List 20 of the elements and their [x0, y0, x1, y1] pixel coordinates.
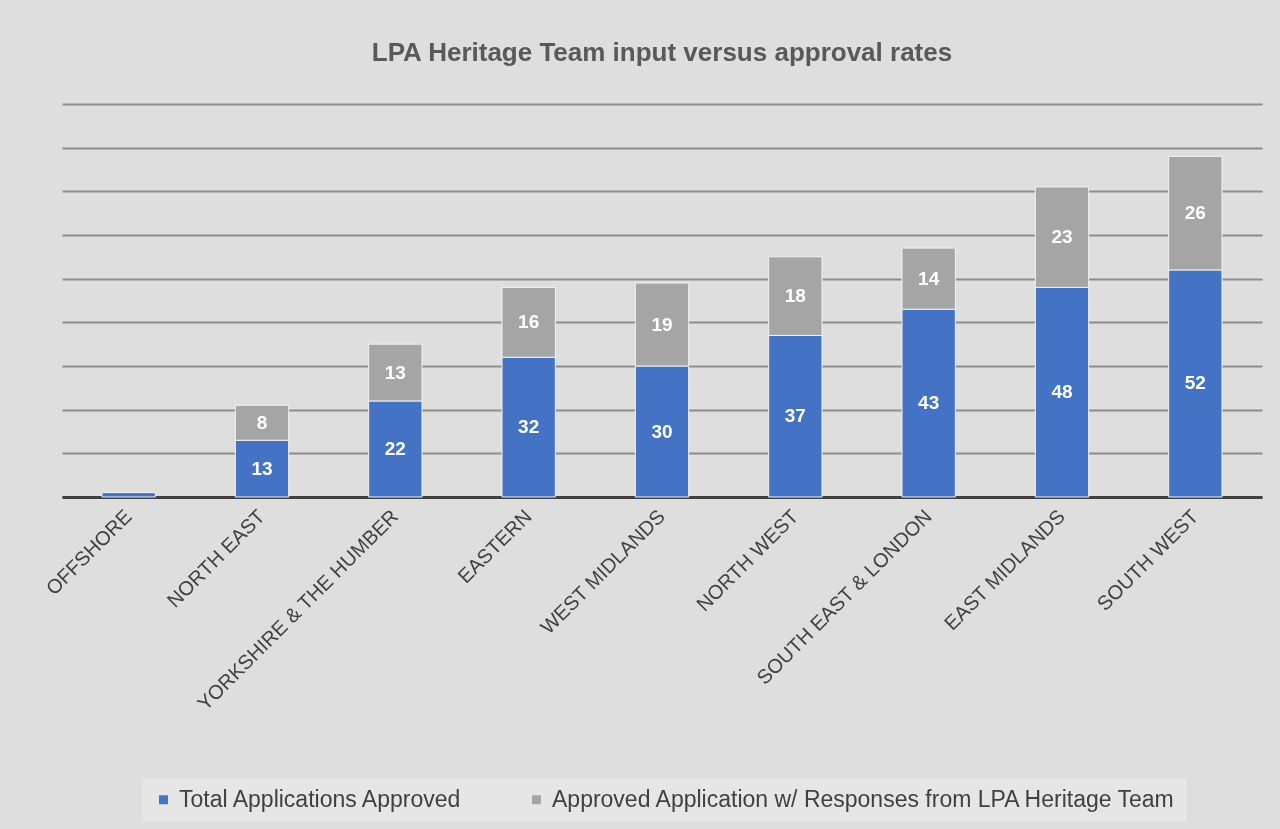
data-label: 13	[251, 457, 273, 479]
data-label: 48	[1051, 381, 1073, 403]
data-label: 19	[651, 313, 673, 335]
data-label: 30	[651, 420, 673, 442]
data-label: 8	[256, 411, 268, 433]
chart-title: LPA Heritage Team input versus approval rates	[371, 37, 953, 67]
data-label: 14	[918, 267, 940, 289]
data-label: 22	[384, 437, 406, 459]
data-label: 43	[918, 392, 940, 414]
data-label: 52	[1184, 372, 1206, 394]
data-label: 13	[384, 361, 406, 383]
legend-label: Approved Application w/ Responses from LPA Heritage Team	[552, 785, 1174, 812]
bar	[101, 492, 156, 498]
data-label: 23	[1051, 226, 1073, 248]
data-label: 26	[1184, 202, 1206, 224]
data-label: 32	[518, 416, 540, 438]
data-label: 37	[784, 405, 806, 427]
legend-label: Total Applications Approved	[179, 785, 461, 812]
data-label: 16	[518, 311, 540, 333]
data-label: 18	[784, 285, 806, 307]
